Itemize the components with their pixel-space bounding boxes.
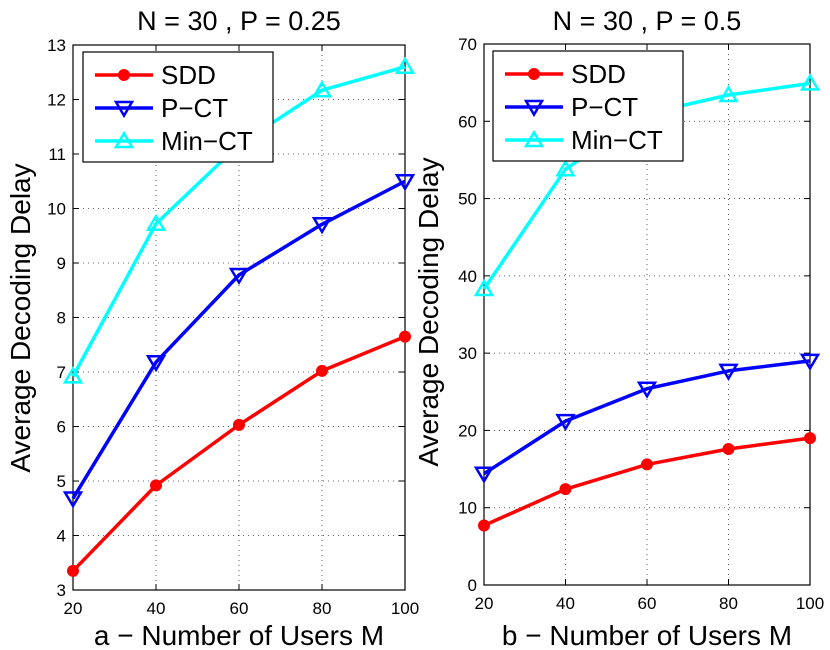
y-tick-label: 70 (458, 35, 477, 54)
x-tick-label: 60 (638, 594, 657, 613)
x-tick-label: 100 (796, 594, 824, 613)
chart-panel-b: N = 30 , P = 0.5 b − Number of Users M A… (413, 6, 824, 650)
y-tick-label: 40 (458, 267, 477, 286)
y-tick-label: 8 (57, 309, 66, 328)
data-point (394, 56, 416, 75)
x-tick-label: 80 (719, 594, 738, 613)
data-point (150, 479, 162, 492)
chart-title: N = 30 , P = 0.25 (137, 6, 341, 36)
y-axis-label: Average Decoding Delay (5, 163, 36, 472)
data-point (311, 80, 333, 98)
data-point (473, 278, 495, 297)
data-point (636, 381, 658, 399)
x-tick-label: 20 (64, 599, 83, 618)
data-point (559, 483, 572, 496)
y-tick-label: 60 (458, 112, 477, 131)
y-tick-label: 30 (458, 344, 477, 363)
data-point (478, 519, 490, 532)
y-tick-label: 10 (47, 200, 66, 219)
data-point (67, 564, 79, 577)
x-tick-label: 40 (147, 599, 166, 618)
legend-label: SDD (161, 60, 216, 90)
legend-label: P−CT (571, 92, 638, 122)
y-tick-label: 11 (48, 145, 66, 164)
x-tick-label: 100 (391, 599, 419, 618)
x-axis-label: b − Number of Users M (502, 620, 792, 650)
y-tick-label: 4 (57, 527, 66, 546)
x-tick-label: 20 (475, 594, 494, 613)
y-tick-label: 10 (458, 499, 477, 518)
data-point (62, 491, 84, 509)
data-point (145, 354, 167, 373)
legend-label: SDD (571, 59, 626, 89)
x-axis-label: a − Number of Users M (94, 620, 384, 650)
data-point (62, 366, 84, 384)
series-P−CT (473, 353, 821, 484)
legend-marker (113, 100, 135, 119)
series-SDD (67, 330, 411, 577)
chart-panel-a: N = 30 , P = 0.25 a − Number of Users M … (5, 6, 419, 650)
legend-marker (523, 99, 545, 118)
x-tick-label: 60 (230, 599, 249, 618)
data-point (718, 363, 739, 381)
legend-label: Min−CT (571, 125, 663, 155)
y-tick-label: 20 (458, 421, 477, 440)
y-tick-label: 0 (468, 576, 477, 595)
data-point (399, 330, 411, 343)
data-point (316, 364, 328, 377)
data-point (804, 432, 816, 445)
data-point (145, 213, 167, 232)
series-SDD (478, 432, 816, 532)
y-tick-label: 6 (57, 418, 66, 437)
chart-title: N = 30 , P = 0.5 (553, 6, 742, 36)
data-point (228, 267, 250, 286)
y-tick-label: 9 (57, 254, 66, 273)
series-line (483, 359, 811, 476)
legend-marker (118, 69, 130, 81)
data-point (799, 73, 821, 91)
data-point (311, 217, 333, 235)
series-line (71, 179, 406, 500)
legend-marker (523, 129, 545, 148)
x-tick-label: 40 (556, 594, 575, 613)
series-P−CT (62, 174, 416, 509)
legend-label: Min−CT (161, 126, 253, 156)
data-point (555, 413, 576, 432)
y-tick-label: 3 (57, 581, 66, 600)
data-point (722, 442, 735, 455)
legend-marker (113, 130, 135, 149)
x-tick-label: 80 (313, 599, 332, 618)
data-point (473, 466, 495, 484)
y-tick-label: 7 (57, 363, 66, 382)
y-tick-label: 12 (47, 91, 66, 110)
data-point (641, 458, 653, 471)
y-tick-label: 13 (47, 36, 66, 55)
data-point (394, 174, 416, 192)
data-point (799, 353, 821, 371)
y-tick-label: 5 (57, 472, 66, 491)
legend-marker (528, 68, 540, 80)
data-point (555, 159, 576, 177)
data-point (718, 84, 739, 103)
y-tick-label: 50 (458, 190, 477, 209)
legend-label: P−CT (161, 93, 228, 123)
y-axis-label: Average Decoding Delay (413, 157, 444, 466)
data-point (233, 418, 245, 431)
